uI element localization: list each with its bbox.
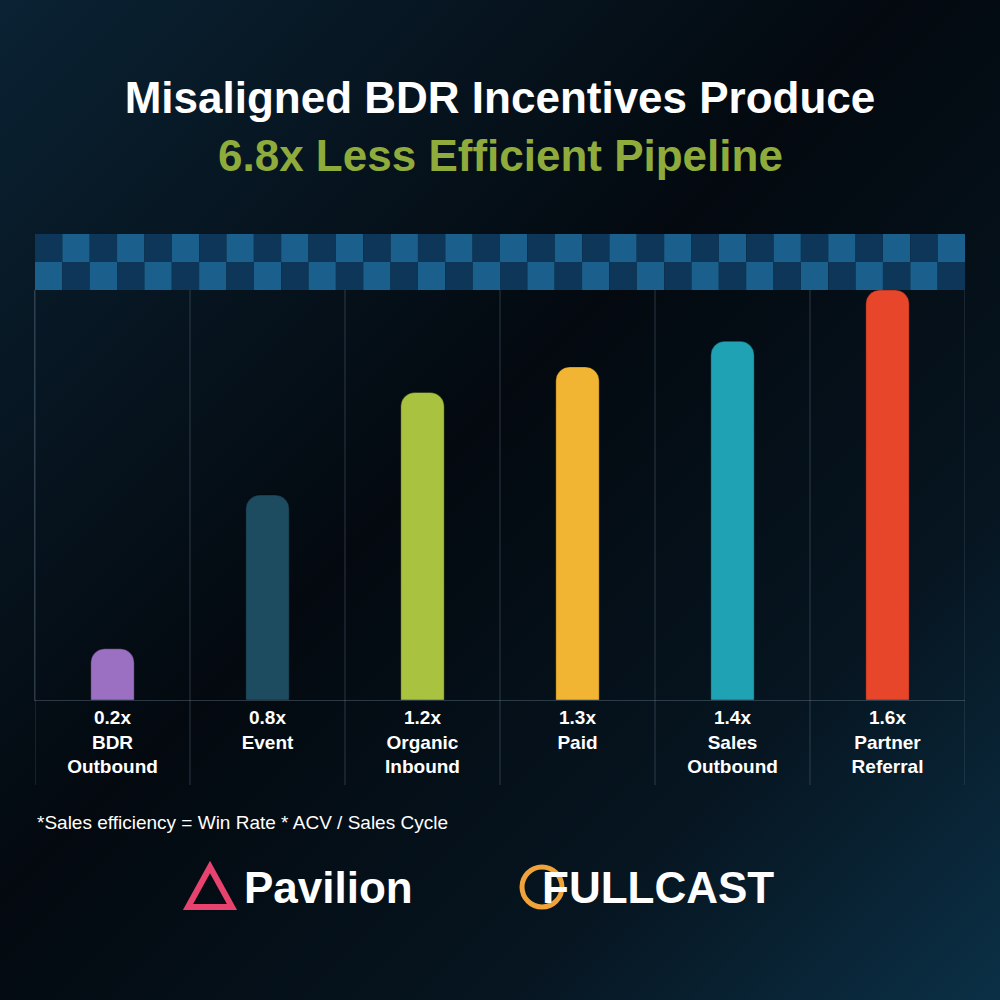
svg-text:1.2xOrganicInbound: 1.2xOrganicInbound [385,707,460,777]
svg-text:Pavilion: Pavilion [244,863,413,912]
svg-text:FULLCAST: FULLCAST [542,863,774,912]
svg-text:*Sales efficiency = Win Rate *: *Sales efficiency = Win Rate * ACV / Sal… [37,812,448,833]
svg-text:1.4xSalesOutbound: 1.4xSalesOutbound [687,707,778,777]
svg-text:6.8x Less Efficient Pipeline: 6.8x Less Efficient Pipeline [218,131,783,180]
svg-text:1.6xPartnerReferral: 1.6xPartnerReferral [852,707,924,777]
svg-text:Misaligned BDR Incentives Prod: Misaligned BDR Incentives Produce [125,73,876,122]
svg-text:0.2xBDROutbound: 0.2xBDROutbound [67,707,158,777]
svg-text:1.3xPaid: 1.3xPaid [557,707,597,753]
svg-text:0.8xEvent: 0.8xEvent [242,707,294,753]
